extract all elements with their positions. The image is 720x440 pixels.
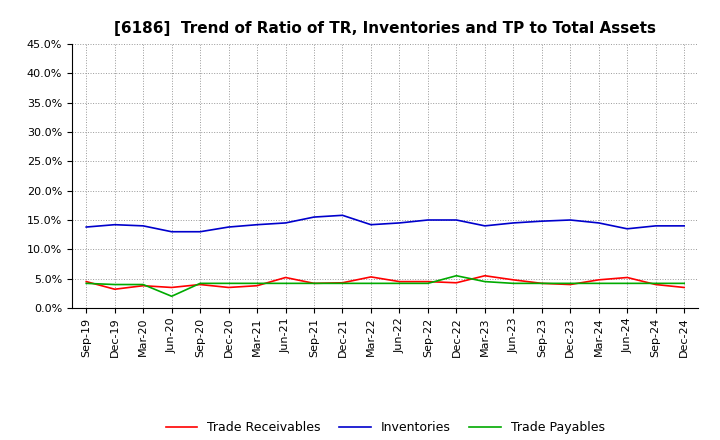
Trade Payables <box>82 281 91 286</box>
Inventories <box>509 220 518 226</box>
Inventories <box>196 229 204 235</box>
Trade Payables <box>167 293 176 299</box>
Trade Receivables <box>110 286 119 292</box>
Trade Payables <box>366 281 375 286</box>
Trade Payables <box>196 281 204 286</box>
Title: [6186]  Trend of Ratio of TR, Inventories and TP to Total Assets: [6186] Trend of Ratio of TR, Inventories… <box>114 21 656 36</box>
Inventories <box>110 222 119 227</box>
Inventories <box>680 223 688 228</box>
Inventories <box>225 224 233 230</box>
Trade Payables <box>509 281 518 286</box>
Line: Inventories: Inventories <box>86 215 684 232</box>
Trade Payables <box>480 279 489 284</box>
Inventories <box>423 217 432 223</box>
Trade Receivables <box>423 279 432 284</box>
Trade Payables <box>537 281 546 286</box>
Inventories <box>595 220 603 226</box>
Trade Payables <box>225 281 233 286</box>
Trade Payables <box>310 281 318 286</box>
Trade Payables <box>452 273 461 279</box>
Inventories <box>366 222 375 227</box>
Trade Receivables <box>452 280 461 286</box>
Inventories <box>253 222 261 227</box>
Trade Receivables <box>566 282 575 287</box>
Inventories <box>338 213 347 218</box>
Trade Receivables <box>282 275 290 280</box>
Trade Payables <box>282 281 290 286</box>
Trade Receivables <box>509 277 518 282</box>
Trade Receivables <box>167 285 176 290</box>
Inventories <box>623 226 631 231</box>
Trade Receivables <box>680 285 688 290</box>
Trade Receivables <box>537 281 546 286</box>
Inventories <box>452 217 461 223</box>
Inventories <box>282 220 290 226</box>
Trade Payables <box>110 282 119 287</box>
Trade Receivables <box>253 283 261 288</box>
Trade Receivables <box>652 282 660 287</box>
Trade Receivables <box>338 280 347 286</box>
Inventories <box>82 224 91 230</box>
Trade Receivables <box>395 279 404 284</box>
Trade Receivables <box>196 282 204 287</box>
Trade Receivables <box>139 283 148 288</box>
Trade Payables <box>338 281 347 286</box>
Trade Payables <box>139 282 148 287</box>
Trade Receivables <box>225 285 233 290</box>
Inventories <box>167 229 176 235</box>
Trade Payables <box>680 281 688 286</box>
Trade Receivables <box>623 275 631 280</box>
Inventories <box>139 223 148 228</box>
Line: Trade Payables: Trade Payables <box>86 276 684 296</box>
Trade Payables <box>652 281 660 286</box>
Trade Payables <box>253 281 261 286</box>
Trade Payables <box>595 281 603 286</box>
Trade Receivables <box>366 274 375 279</box>
Legend: Trade Receivables, Inventories, Trade Payables: Trade Receivables, Inventories, Trade Pa… <box>161 416 610 439</box>
Inventories <box>652 223 660 228</box>
Trade Receivables <box>82 279 91 284</box>
Trade Receivables <box>480 273 489 279</box>
Inventories <box>537 219 546 224</box>
Trade Receivables <box>310 281 318 286</box>
Trade Payables <box>566 281 575 286</box>
Line: Trade Receivables: Trade Receivables <box>86 276 684 289</box>
Trade Payables <box>623 281 631 286</box>
Trade Payables <box>423 281 432 286</box>
Inventories <box>480 223 489 228</box>
Inventories <box>566 217 575 223</box>
Trade Receivables <box>595 277 603 282</box>
Inventories <box>310 214 318 220</box>
Inventories <box>395 220 404 226</box>
Trade Payables <box>395 281 404 286</box>
